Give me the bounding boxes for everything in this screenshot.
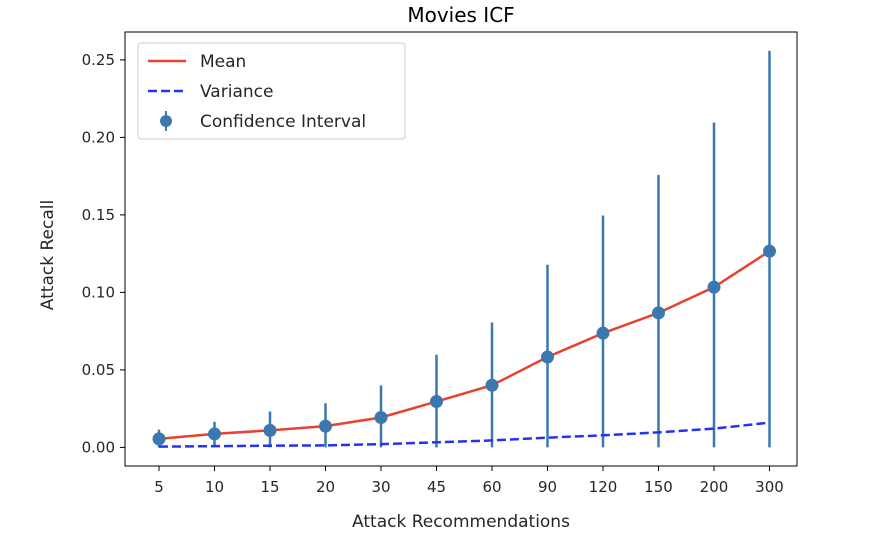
legend-box (137, 42, 406, 140)
legend-variance-label: Variance (200, 82, 273, 102)
ci-point-marker (541, 350, 554, 364)
ci-point-marker (485, 378, 499, 392)
ci-point-marker (707, 280, 721, 294)
ci-point-marker (763, 244, 776, 258)
y-tick-label: 0.15 (82, 206, 115, 224)
ci-point-marker (652, 306, 665, 320)
x-tick-label: 5 (154, 478, 164, 496)
x-tick-label: 15 (260, 478, 279, 496)
ci-point-marker (374, 410, 388, 424)
plot-frame (124, 31, 798, 467)
x-tick-label: 90 (538, 478, 557, 496)
legend: Mean Variance Confidence Interval (137, 42, 406, 140)
variance-line (158, 421, 770, 448)
ci-point-marker (319, 419, 332, 433)
ci-point-marker (596, 326, 610, 340)
y-tick-label: 0.10 (82, 283, 115, 301)
x-tick-label: 300 (755, 478, 784, 496)
y-tick-label: 0.25 (82, 51, 115, 69)
x-tick-label: 200 (700, 478, 729, 496)
y-tick-label: 0.05 (82, 361, 115, 379)
x-tick-label: 120 (589, 478, 618, 496)
x-tick-label: 20 (316, 478, 335, 496)
x-tick-label: 60 (482, 478, 501, 496)
ci-point-marker (430, 395, 443, 409)
ci-point-marker (208, 427, 221, 441)
x-tick-label: 45 (427, 478, 446, 496)
y-axis-label: Attack Recall (38, 200, 58, 310)
legend-mean-label: Mean (200, 52, 246, 72)
plot-area (152, 50, 776, 448)
y-tick-label: 0.00 (82, 438, 115, 456)
legend-ci-swatch-marker (160, 115, 172, 127)
legend-ci-label: Confidence Interval (200, 112, 366, 132)
y-tick-label: 0.20 (82, 128, 115, 146)
x-tick-label: 10 (205, 478, 224, 496)
x-tick-label: 30 (371, 478, 390, 496)
x-tick-label: 150 (644, 478, 673, 496)
mean-line (158, 250, 771, 441)
x-axis-label: Attack Recommendations (352, 512, 570, 532)
ci-point-marker (263, 423, 277, 437)
chart-title: Movies ICF (407, 3, 514, 27)
ci-point-marker (152, 432, 166, 446)
